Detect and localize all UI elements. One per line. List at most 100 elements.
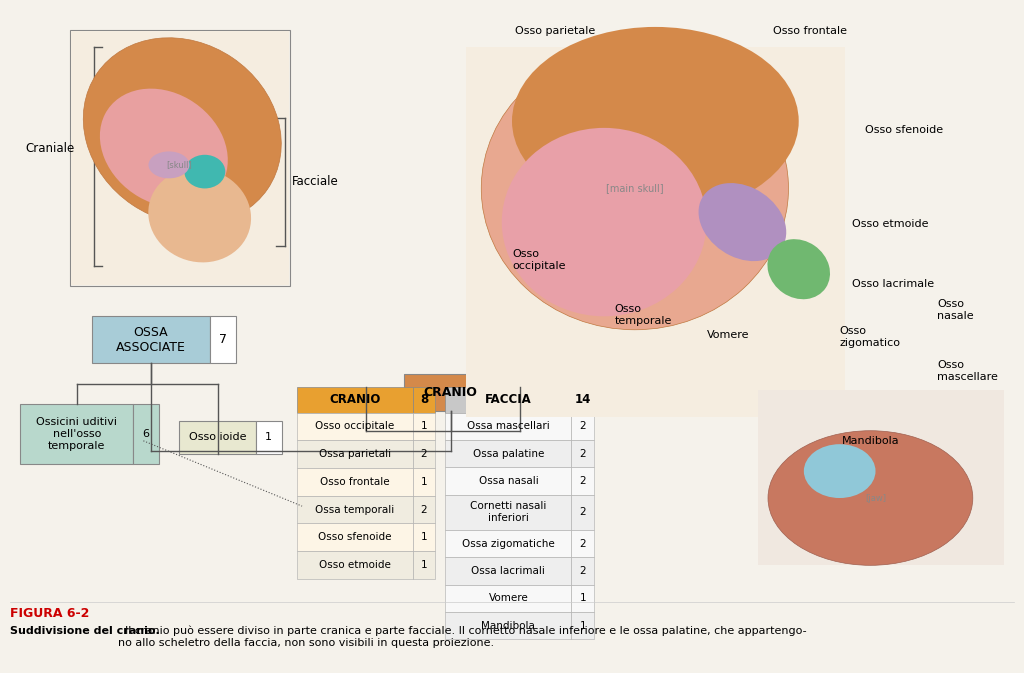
Text: 1: 1 xyxy=(421,421,427,431)
FancyBboxPatch shape xyxy=(71,31,289,285)
Text: 2: 2 xyxy=(580,421,586,431)
Text: Ossa nasali: Ossa nasali xyxy=(478,476,539,486)
FancyBboxPatch shape xyxy=(445,495,571,530)
FancyBboxPatch shape xyxy=(571,585,594,612)
Text: Osso
zigomatico: Osso zigomatico xyxy=(840,326,901,348)
Text: 1: 1 xyxy=(265,433,272,442)
FancyBboxPatch shape xyxy=(445,467,571,495)
FancyBboxPatch shape xyxy=(413,495,435,524)
Text: 1: 1 xyxy=(580,594,586,603)
Ellipse shape xyxy=(512,27,799,215)
FancyBboxPatch shape xyxy=(571,495,594,530)
Text: Osso lacrimale: Osso lacrimale xyxy=(852,279,934,289)
FancyBboxPatch shape xyxy=(571,467,594,495)
FancyBboxPatch shape xyxy=(413,387,435,413)
FancyBboxPatch shape xyxy=(297,468,413,495)
Text: Osso occipitale: Osso occipitale xyxy=(315,421,394,431)
Text: Ossa parietali: Ossa parietali xyxy=(318,449,391,459)
FancyBboxPatch shape xyxy=(413,413,435,440)
Text: Ossa lacrimali: Ossa lacrimali xyxy=(471,566,546,576)
FancyBboxPatch shape xyxy=(571,413,594,440)
FancyBboxPatch shape xyxy=(256,421,282,454)
Text: Osso frontale: Osso frontale xyxy=(321,476,389,487)
Ellipse shape xyxy=(804,444,876,498)
FancyBboxPatch shape xyxy=(413,524,435,551)
Text: 2: 2 xyxy=(580,449,586,458)
Text: FACCIA: FACCIA xyxy=(485,393,531,406)
Text: CRANIO: CRANIO xyxy=(329,393,381,406)
Text: Vomere: Vomere xyxy=(707,330,750,340)
Text: CRANIO: CRANIO xyxy=(424,386,477,398)
Text: Ossicini uditivi
nell'osso
temporale: Ossicini uditivi nell'osso temporale xyxy=(36,417,118,451)
FancyBboxPatch shape xyxy=(571,530,594,557)
FancyBboxPatch shape xyxy=(404,374,497,411)
Text: Suddivisione del cranio.: Suddivisione del cranio. xyxy=(10,626,160,636)
Text: Vomere: Vomere xyxy=(488,594,528,603)
Text: OSSA
ASSOCIATE: OSSA ASSOCIATE xyxy=(116,326,186,354)
FancyBboxPatch shape xyxy=(571,612,594,639)
Text: 1: 1 xyxy=(580,621,586,631)
FancyBboxPatch shape xyxy=(413,468,435,495)
Ellipse shape xyxy=(148,168,251,262)
FancyBboxPatch shape xyxy=(297,387,413,413)
Text: Ossa temporali: Ossa temporali xyxy=(315,505,394,515)
Ellipse shape xyxy=(768,431,973,565)
Ellipse shape xyxy=(148,151,189,178)
Text: 2: 2 xyxy=(580,476,586,486)
Ellipse shape xyxy=(184,155,225,188)
Text: Ossa zigomatiche: Ossa zigomatiche xyxy=(462,538,555,548)
Text: Osso ioide: Osso ioide xyxy=(188,433,247,442)
Ellipse shape xyxy=(100,89,227,207)
Text: 1: 1 xyxy=(421,476,427,487)
Ellipse shape xyxy=(502,128,707,316)
Ellipse shape xyxy=(767,239,830,299)
FancyBboxPatch shape xyxy=(92,316,210,363)
FancyBboxPatch shape xyxy=(179,421,256,454)
Text: Osso etmoide: Osso etmoide xyxy=(852,219,929,229)
FancyBboxPatch shape xyxy=(445,413,571,440)
Ellipse shape xyxy=(481,47,788,330)
Text: Ossa palatine: Ossa palatine xyxy=(473,449,544,458)
Text: 6: 6 xyxy=(142,429,150,439)
FancyBboxPatch shape xyxy=(210,316,236,363)
Text: 2: 2 xyxy=(421,505,427,515)
Text: Mandibola: Mandibola xyxy=(842,436,899,446)
Text: Osso
occipitale: Osso occipitale xyxy=(512,249,565,271)
FancyBboxPatch shape xyxy=(445,585,571,612)
FancyBboxPatch shape xyxy=(297,495,413,524)
Text: 14: 14 xyxy=(574,393,591,406)
Text: FIGURA 6-2: FIGURA 6-2 xyxy=(10,607,90,620)
Text: Osso
nasale: Osso nasale xyxy=(937,299,974,321)
FancyBboxPatch shape xyxy=(133,404,159,464)
FancyBboxPatch shape xyxy=(413,440,435,468)
FancyBboxPatch shape xyxy=(297,551,413,579)
FancyBboxPatch shape xyxy=(445,612,571,639)
Ellipse shape xyxy=(83,38,282,225)
Text: Mandibola: Mandibola xyxy=(481,621,536,631)
FancyBboxPatch shape xyxy=(466,47,845,417)
FancyBboxPatch shape xyxy=(445,530,571,557)
Text: 2: 2 xyxy=(580,507,586,518)
Text: [main skull]: [main skull] xyxy=(606,184,664,193)
Text: Il cranio può essere diviso in parte cranica e parte facciale. Il cornetto nasal: Il cranio può essere diviso in parte cra… xyxy=(118,626,806,648)
Text: Ossa mascellari: Ossa mascellari xyxy=(467,421,550,431)
FancyBboxPatch shape xyxy=(758,390,1004,565)
Text: Facciale: Facciale xyxy=(292,175,339,188)
Text: Cornetti nasali
inferiori: Cornetti nasali inferiori xyxy=(470,501,547,523)
FancyBboxPatch shape xyxy=(571,557,594,585)
Text: Osso etmoide: Osso etmoide xyxy=(318,560,391,570)
FancyBboxPatch shape xyxy=(571,440,594,467)
Text: Osso sfenoide: Osso sfenoide xyxy=(318,532,391,542)
FancyBboxPatch shape xyxy=(297,524,413,551)
FancyBboxPatch shape xyxy=(20,404,133,464)
Text: 1: 1 xyxy=(421,560,427,570)
Text: 7: 7 xyxy=(219,333,226,347)
Text: Osso parietale: Osso parietale xyxy=(515,26,595,36)
Text: [skull]: [skull] xyxy=(166,160,193,170)
Text: Craniale: Craniale xyxy=(26,141,75,155)
Ellipse shape xyxy=(698,183,786,261)
FancyBboxPatch shape xyxy=(413,551,435,579)
Text: 2: 2 xyxy=(580,566,586,576)
FancyBboxPatch shape xyxy=(445,440,571,467)
Text: [jaw]: [jaw] xyxy=(865,493,886,503)
